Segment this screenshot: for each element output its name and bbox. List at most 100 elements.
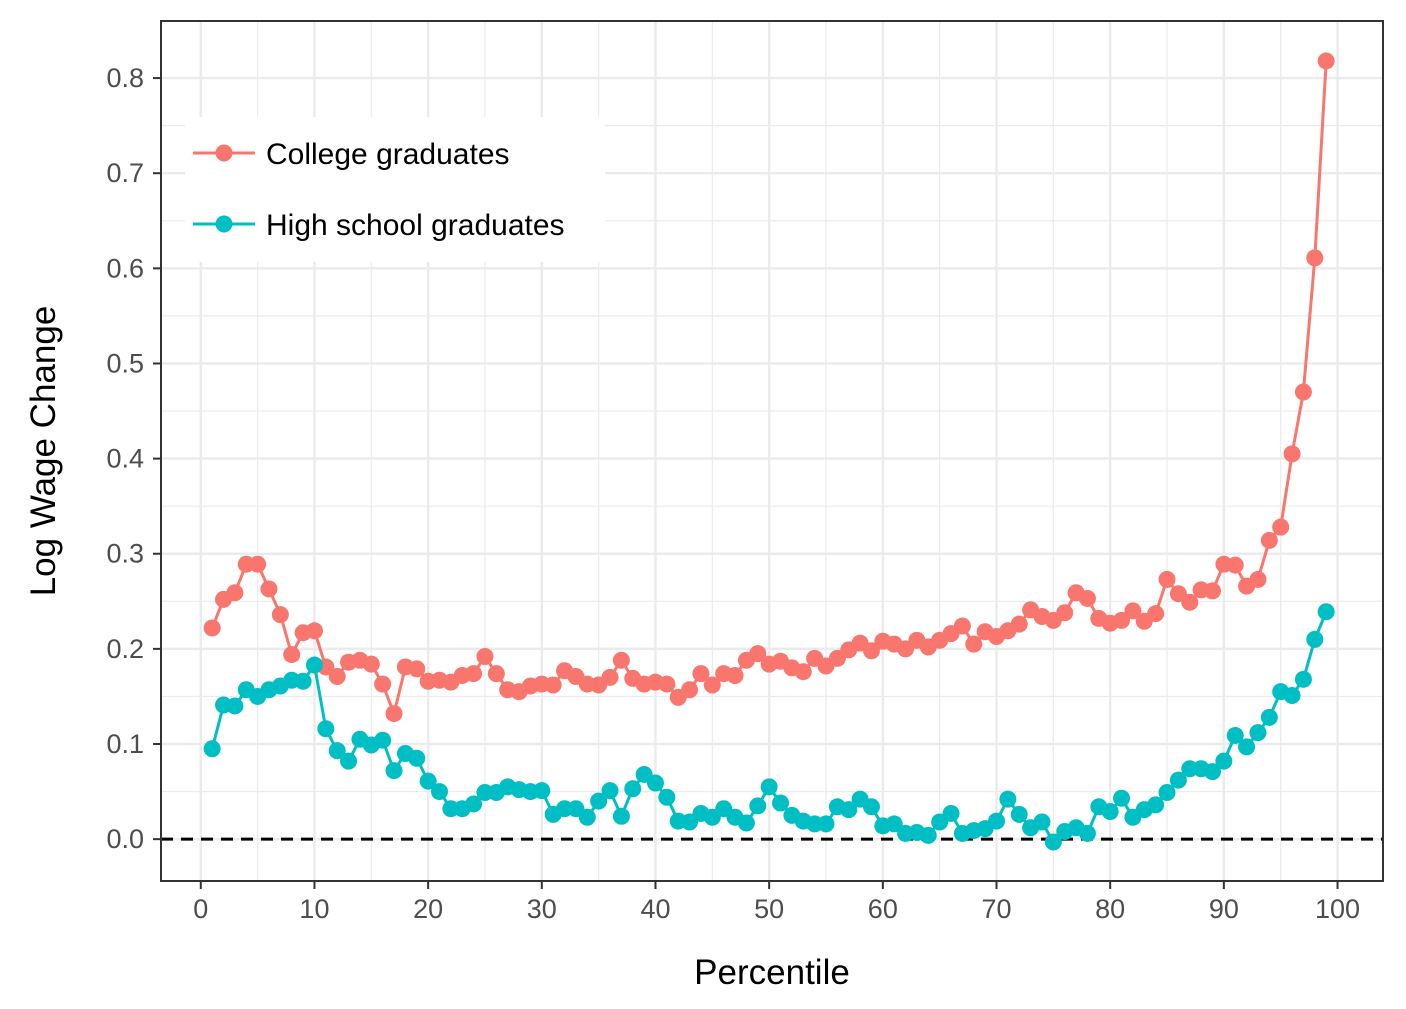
x-tick-label: 70: [981, 894, 1011, 924]
data-point-high-school: [533, 782, 551, 800]
data-point-high-school: [1306, 630, 1324, 648]
legend-background: [185, 117, 605, 262]
series-layer: [203, 52, 1335, 851]
data-point-high-school: [317, 720, 335, 738]
data-point-college: [1203, 582, 1221, 600]
data-point-high-school: [1215, 752, 1233, 770]
legend: College graduates High school graduates: [185, 117, 605, 262]
data-point-high-school: [1283, 686, 1301, 704]
data-point-high-school: [590, 792, 608, 810]
data-point-college: [1317, 52, 1335, 70]
data-point-high-school: [1044, 833, 1062, 851]
data-point-high-school: [1113, 789, 1131, 807]
y-axis-title: Log Wage Change: [24, 306, 63, 597]
data-point-college: [305, 622, 323, 640]
data-point-high-school: [1294, 670, 1312, 688]
data-point-college: [1147, 605, 1165, 623]
data-point-college: [1226, 556, 1244, 574]
data-point-high-school: [203, 740, 221, 758]
data-point-high-school: [624, 780, 642, 798]
data-point-college: [1260, 531, 1278, 549]
data-point-college: [249, 555, 267, 573]
data-point-high-school: [1078, 824, 1096, 842]
data-point-high-school: [772, 794, 790, 812]
data-point-high-school: [1238, 738, 1256, 756]
data-point-high-school: [1101, 803, 1119, 821]
x-tick-label: 30: [527, 894, 557, 924]
data-point-high-school: [999, 790, 1017, 808]
legend-item-college: College graduates: [193, 138, 510, 171]
data-point-college: [612, 651, 630, 669]
plot-border: [160, 20, 1384, 882]
x-tick-label: 90: [1209, 894, 1239, 924]
data-point-college: [374, 675, 392, 693]
data-point-high-school: [1147, 796, 1165, 814]
y-tick-label: 0.3: [106, 539, 144, 569]
data-point-high-school: [294, 672, 312, 690]
data-point-high-school: [1249, 724, 1267, 742]
data-point-college: [703, 676, 721, 694]
x-tick-label: 80: [1095, 894, 1125, 924]
data-point-college: [726, 667, 744, 685]
x-axis: 0 10 20 30 40 50 60 70 80 90 100: [193, 881, 1360, 924]
x-tick-label: 40: [640, 894, 670, 924]
data-point-college: [385, 705, 403, 723]
data-point-college: [692, 665, 710, 683]
y-tick-label: 0.0: [106, 824, 144, 854]
data-point-college: [1158, 570, 1176, 588]
data-point-college: [1124, 602, 1142, 620]
y-tick-label: 0.6: [106, 253, 144, 283]
data-point-high-school: [817, 815, 835, 833]
data-point-high-school: [578, 808, 596, 826]
legend-key-point-high-school: [215, 215, 233, 233]
legend-item-high-school: High school graduates: [193, 209, 565, 242]
data-point-high-school: [340, 752, 358, 770]
y-tick-label: 0.7: [106, 158, 144, 188]
data-point-college: [601, 668, 619, 686]
data-point-college: [1010, 615, 1028, 633]
data-point-college: [1306, 249, 1324, 267]
data-point-college: [328, 667, 346, 685]
data-point-high-school: [1158, 784, 1176, 802]
data-point-high-school: [431, 783, 449, 801]
data-point-high-school: [862, 798, 880, 816]
y-tick-label: 0.5: [106, 348, 144, 378]
data-point-college: [260, 580, 278, 598]
series-high-school: [203, 603, 1335, 851]
data-point-high-school: [1169, 771, 1187, 789]
data-point-college: [362, 655, 380, 673]
data-point-high-school: [942, 804, 960, 822]
y-tick-label: 0.1: [106, 729, 144, 759]
x-tick-label: 0: [193, 894, 208, 924]
data-point-college: [226, 584, 244, 602]
data-point-high-school: [1260, 708, 1278, 726]
data-point-high-school: [885, 815, 903, 833]
data-point-high-school: [646, 774, 664, 792]
data-point-high-school: [601, 782, 619, 800]
data-point-college: [681, 681, 699, 699]
data-point-high-school: [1033, 813, 1051, 831]
data-point-high-school: [374, 731, 392, 749]
major-gridlines: [161, 21, 1383, 881]
data-point-college: [1272, 518, 1290, 536]
data-point-college: [1249, 570, 1267, 588]
data-point-high-school: [840, 801, 858, 819]
data-point-high-school: [419, 772, 437, 790]
data-point-college: [465, 665, 483, 683]
data-point-high-school: [305, 656, 323, 674]
data-point-high-school: [658, 788, 676, 806]
data-point-college: [544, 676, 562, 694]
data-point-high-school: [226, 697, 244, 715]
data-point-high-school: [737, 814, 755, 832]
y-tick-label: 0.8: [106, 63, 144, 93]
data-point-college: [1056, 604, 1074, 622]
data-point-high-school: [988, 812, 1006, 830]
data-point-college: [1181, 593, 1199, 611]
data-point-college: [965, 635, 983, 653]
data-point-college: [862, 642, 880, 660]
data-point-college: [1078, 589, 1096, 607]
y-tick-label: 0.2: [106, 634, 144, 664]
data-point-college: [487, 665, 505, 683]
data-point-college: [476, 647, 494, 665]
